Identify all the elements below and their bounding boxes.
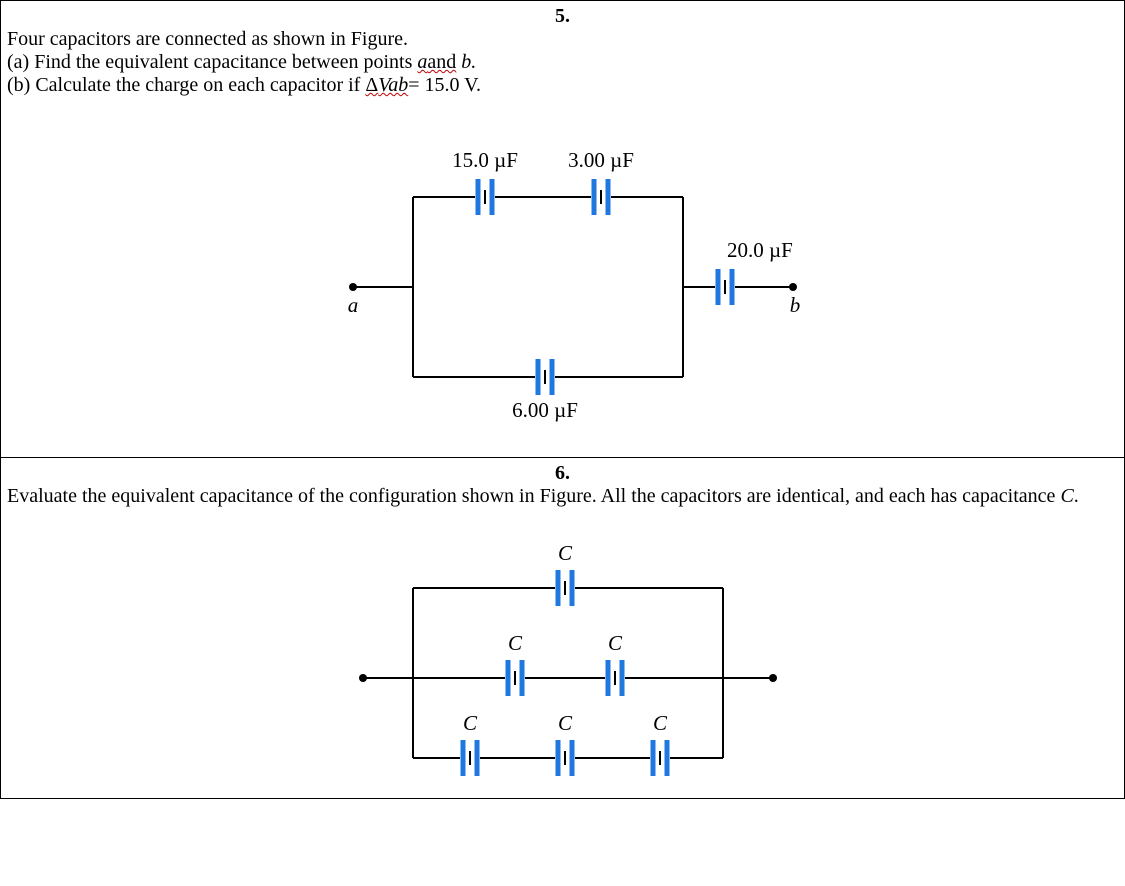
figure-6-wrap: C C C (7, 528, 1118, 788)
label-top: C (557, 541, 572, 565)
page-container: 5. Four capacitors are connected as show… (0, 0, 1125, 799)
node-right (769, 674, 777, 682)
figure-5-wrap: a 15.0 µF 3.00 µF (7, 117, 1118, 447)
label-mid-2: C (607, 631, 622, 655)
p6-c: C (1060, 485, 1073, 507)
figure-6: C C C (303, 528, 823, 788)
problem-5: 5. Four capacitors are connected as show… (1, 1, 1124, 457)
label-a: a (347, 293, 358, 317)
problem-5-intro: Four capacitors are connected as shown i… (7, 28, 1118, 51)
problem-5-part-a: (a) Find the equivalent capacitance betw… (7, 51, 1118, 74)
p5b-dvab-txt: ΔVab (365, 74, 408, 96)
label-bot-3: C (652, 711, 667, 735)
p5b-pre: (b) Calculate the charge on each capacit… (7, 74, 365, 96)
p5b-post: = 15.0 V. (408, 74, 481, 96)
p5b-dvab: ΔVab (365, 74, 408, 96)
label-mid-1: C (507, 631, 522, 655)
label-c1: 15.0 µF (452, 148, 518, 172)
label-bot-2: C (557, 711, 572, 735)
label-c3: 6.00 µF (512, 398, 578, 422)
p6-post: . (1074, 485, 1079, 507)
label-bot-1: C (462, 711, 477, 735)
problem-6-number: 6. (7, 462, 1118, 485)
label-c2: 3.00 µF (568, 148, 634, 172)
p6-pre: Evaluate the equivalent capacitance of t… (7, 485, 1060, 507)
problem-5-part-b: (b) Calculate the charge on each capacit… (7, 74, 1118, 97)
label-b: b (789, 293, 800, 317)
p5a-b: b. (456, 51, 476, 73)
label-c4: 20.0 µF (727, 238, 793, 262)
problem-6-text: Evaluate the equivalent capacitance of t… (7, 485, 1118, 508)
problem-5-number: 5. (7, 5, 1118, 28)
p5a-pre: (a) Find the equivalent capacitance betw… (7, 51, 417, 73)
node-a (349, 283, 357, 291)
p5a-a: a (417, 51, 427, 73)
figure-5: a 15.0 µF 3.00 µF (303, 117, 823, 447)
node-b (789, 283, 797, 291)
problem-6: 6. Evaluate the equivalent capacitance o… (1, 457, 1124, 798)
p5a-and: and (427, 51, 456, 73)
